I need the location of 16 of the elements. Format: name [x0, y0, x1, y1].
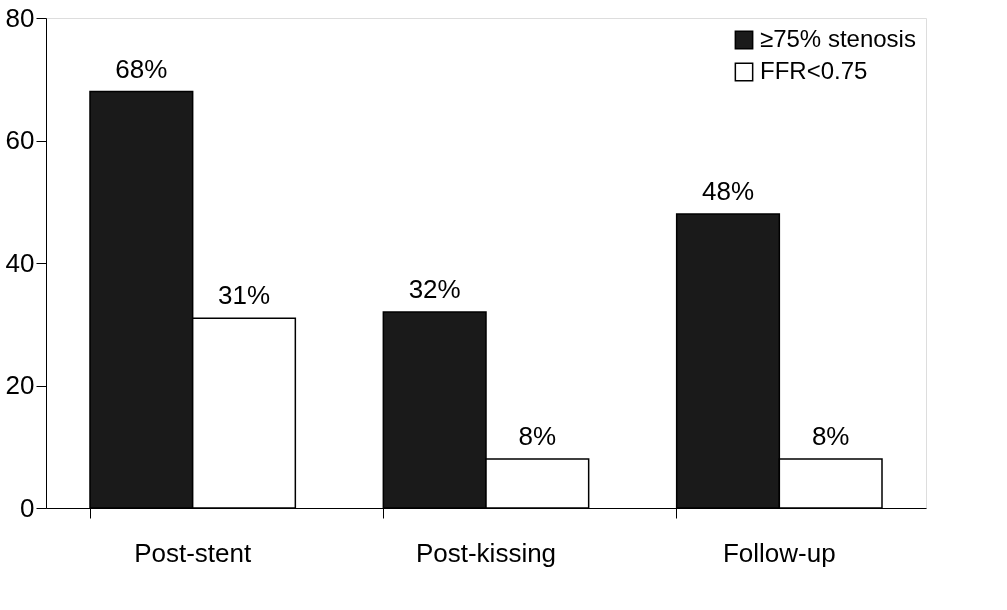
- data-label: 68%: [115, 53, 168, 84]
- legend-label: FFR<0.75: [760, 57, 868, 84]
- legend-label: ≥75% stenosis: [760, 25, 916, 52]
- y-tick-label: 0: [20, 492, 35, 523]
- data-label: 31%: [217, 280, 271, 311]
- data-label: 48%: [701, 176, 755, 206]
- y-tick-label: 20: [5, 370, 35, 400]
- data-label: 8%: [518, 421, 557, 451]
- data-label: 8%: [811, 421, 850, 451]
- y-tick-label: 60: [5, 125, 35, 155]
- data-label: 32%: [408, 274, 461, 304]
- x-tick-label: Follow-up: [722, 537, 836, 568]
- y-tick-label: 40: [5, 247, 35, 278]
- y-tick-label: 80: [5, 2, 35, 33]
- x-tick-label: Post-kissing: [415, 537, 557, 568]
- x-tick-label: Post-stent: [134, 537, 252, 568]
